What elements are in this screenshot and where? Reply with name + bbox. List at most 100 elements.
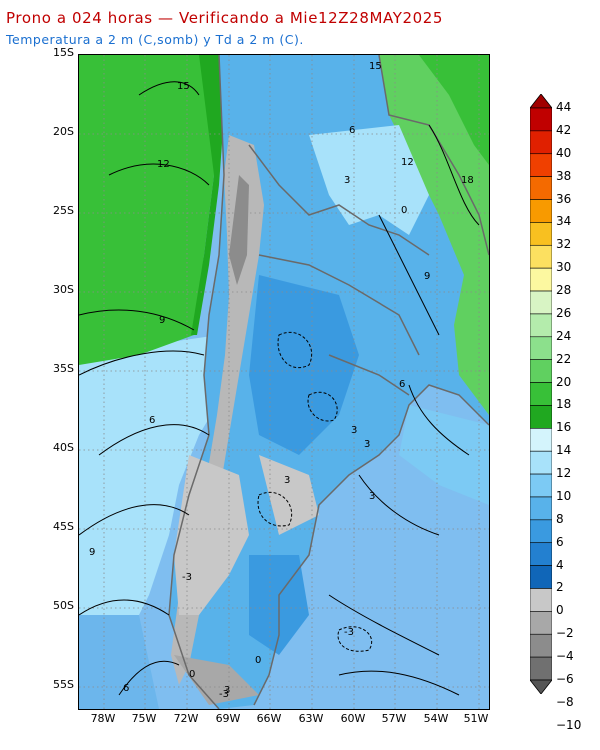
lat-label: 35S [53,362,74,375]
contour-label: 6 [149,415,155,426]
lat-lon-grid [79,55,489,709]
lon-label: 78W [90,712,116,725]
lat-label: 55S [53,678,74,691]
contour-label: 3 [224,685,230,696]
colorbar-label: 6 [556,534,564,549]
colorbar-label: 38 [556,168,572,183]
colorbar-cell [530,199,552,223]
contour-label: 3 [344,175,350,186]
colorbar-label: 44 [556,100,572,114]
colorbar-label: 10 [556,488,572,503]
contour-label: 6 [399,379,405,390]
contour-label: 12 [157,159,170,170]
colorbar-cell [530,405,552,429]
patagonia-grey-patch [174,455,249,615]
colorbar-label: 36 [556,191,572,206]
colorbar-top-arrow [530,94,552,109]
map-title: Prono a 024 horas — Verificando a Mie12Z… [6,9,444,27]
colorbar-cell [530,153,552,177]
lat-label: 45S [53,520,74,533]
contour-label: -3 [344,627,354,638]
colorbar-cell [530,336,552,360]
contour-label: 18 [461,175,474,186]
lon-label: 75W [131,712,157,725]
colorbar-label: 26 [556,305,572,320]
colorbar-cell [530,107,552,132]
colorbar-label: 42 [556,122,572,137]
colorbar-cell [530,176,552,200]
negative-contours [257,331,373,652]
colorbar-cell [530,382,552,406]
colorbar-cell [530,519,552,544]
contour-label: 15 [369,61,382,72]
colorbar-cell [530,290,552,315]
colorbar-cell [530,633,552,658]
colorbar-label: 30 [556,260,572,275]
colorbar-label: 28 [556,283,572,298]
colorbar-label: −2 [556,626,574,641]
lon-label: 69W [215,712,241,725]
contour-label: 0 [255,655,261,666]
andes-dark-patch [229,175,249,285]
colorbar-cell [530,565,552,589]
contour-label: 3 [284,475,290,486]
colorbar-label: 18 [556,397,572,412]
colorbar-label: 22 [556,351,572,366]
colorbar [530,94,552,694]
colorbar-cell [530,450,552,475]
forecast-map-svg: 15 15 12 12 18 9 9 9 6 6 6 6 3 3 3 3 3 3… [79,55,489,709]
colorbar-label: 20 [556,374,572,389]
colorbar-cell [530,267,552,292]
lat-label: 50S [53,599,74,612]
lat-label: 15S [53,46,74,59]
contour-label: -3 [219,689,229,700]
contour-label: 9 [89,547,95,558]
lon-label: 57W [381,712,407,725]
colorbar-bottom-arrow [530,679,552,694]
contour-label: 0 [189,669,195,680]
contour-label: 9 [159,315,165,326]
colorbar-cell [530,313,552,338]
colorbar-cell [530,359,552,383]
lon-label: 51W [463,712,489,725]
contour-label-group: 15 15 12 12 18 9 9 9 6 6 6 6 3 3 3 3 3 3… [89,61,474,700]
patagonia-grey-patch-2 [259,455,319,535]
contour-label: 3 [364,439,370,450]
lon-label: 54W [423,712,449,725]
lat-label: 20S [53,125,74,138]
colorbar-label: 40 [556,145,572,160]
atlantic-band [399,405,489,505]
colorbar-label: 8 [556,511,564,526]
colorbar-cell [530,130,552,155]
contour-label: 6 [349,125,355,136]
southern-ocean [79,615,159,709]
coastal-green-strip [191,55,229,335]
colorbar-label: 12 [556,466,572,481]
colorbar-cell [530,428,552,452]
pacific-green-region [79,55,219,365]
lon-label: 66W [256,712,282,725]
colorbar-cell [530,656,552,681]
tierra-grey-patch [174,655,259,705]
colorbar-label: 0 [556,603,564,618]
colorbar-label: 24 [556,328,572,343]
colorbar-cell [530,496,552,521]
forecast-map: 15 15 12 12 18 9 9 9 6 6 6 6 3 3 3 3 3 3… [78,54,490,710]
interior-deep-blue [249,275,359,455]
lat-label: 40S [53,441,74,454]
lon-label: 60W [340,712,366,725]
contour-label: 3 [351,425,357,436]
colorbar-label: 2 [556,580,564,595]
colorbar-label: 16 [556,420,572,435]
colorbar-cell [530,473,552,498]
contour-label: 9 [424,271,430,282]
colorbar-label: −8 [556,694,574,709]
lat-label: 25S [53,204,74,217]
lon-label: 63W [298,712,324,725]
brazil-darker-green [419,55,489,165]
contour-label: 12 [401,157,414,168]
map-subtitle: Temperatura a 2 m (C,somb) y Td a 2 m (C… [6,32,304,47]
contour-label: 3 [369,491,375,502]
lon-label: 72W [173,712,199,725]
colorbar-cell [530,542,552,566]
